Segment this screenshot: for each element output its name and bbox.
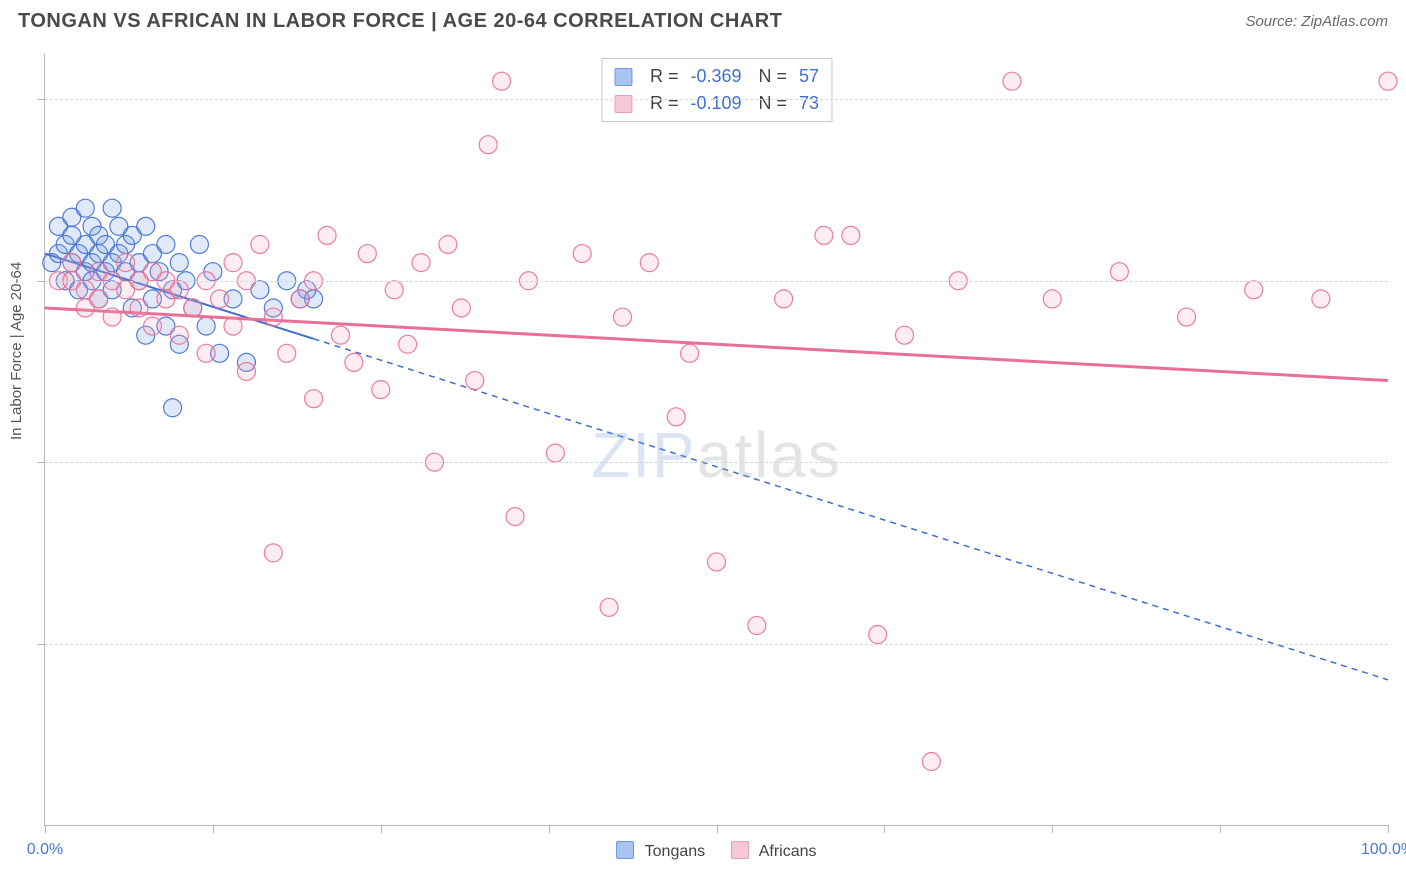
legend-swatch-tongans-icon	[616, 841, 634, 859]
bottom-legend: Tongans Africans	[45, 841, 1388, 861]
stat-r-africans: -0.109	[690, 90, 741, 117]
y-axis-title: In Labor Force | Age 20-64	[8, 262, 25, 440]
swatch-africans-icon	[614, 95, 632, 113]
stat-label: R =	[650, 63, 679, 90]
stats-row-africans: R = -0.109 N = 73	[614, 90, 819, 117]
x-tick-label: 100.0%	[1361, 841, 1406, 859]
chart-plot-area: ZIPatlas R = -0.369 N = 57 R = -0.109 N …	[44, 54, 1388, 826]
correlation-stats-box: R = -0.369 N = 57 R = -0.109 N = 73	[601, 58, 832, 122]
stat-r-tongans: -0.369	[690, 63, 741, 90]
y-tick-label: 100.0%	[1394, 90, 1406, 108]
stats-row-tongans: R = -0.369 N = 57	[614, 63, 819, 90]
stat-label: N =	[754, 90, 788, 117]
x-tick-label: 0.0%	[27, 841, 63, 859]
y-tick-label: 40.0%	[1394, 635, 1406, 653]
scatter-svg	[45, 54, 1388, 825]
legend-label: Africans	[759, 843, 817, 860]
chart-title: TONGAN VS AFRICAN IN LABOR FORCE | AGE 2…	[18, 10, 782, 33]
legend-item-tongans: Tongans	[616, 841, 705, 861]
y-tick-label: 60.0%	[1394, 453, 1406, 471]
legend-item-africans: Africans	[731, 841, 816, 861]
legend-label: Tongans	[645, 843, 706, 860]
stat-label: R =	[650, 90, 679, 117]
stat-n-africans: 73	[799, 90, 819, 117]
legend-swatch-africans-icon	[731, 841, 749, 859]
stat-label: N =	[754, 63, 788, 90]
source-label: Source: ZipAtlas.com	[1245, 13, 1388, 30]
stat-n-tongans: 57	[799, 63, 819, 90]
y-tick-label: 80.0%	[1394, 272, 1406, 290]
swatch-tongans-icon	[614, 68, 632, 86]
